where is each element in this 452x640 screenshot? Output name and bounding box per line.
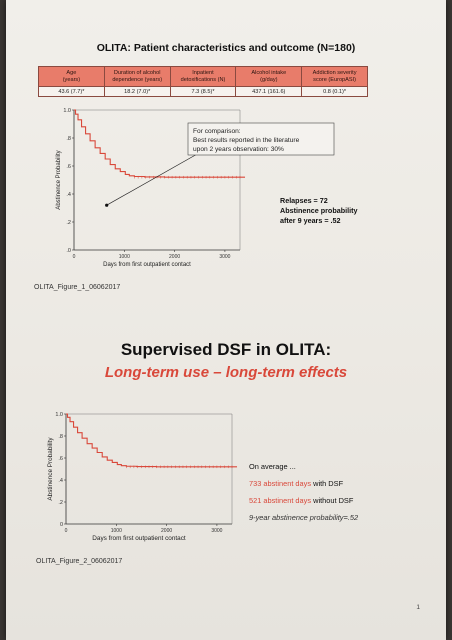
table-cell: 7.3 (8.5)* [169,86,237,97]
page-number: 1 [416,604,420,611]
note-line: On average ... [249,462,296,471]
note-value: 521 abstinent days [249,496,312,505]
x-tick-label: 0 [65,528,68,534]
x-tick-label: 1000 [119,254,130,260]
section-heading: Supervised DSF in OLITA: [120,340,332,359]
table-header-cell: Alcohol intake (g/day) [235,66,303,87]
y-axis-label: Abstinence Probability [56,150,62,209]
y-tick-label: 0 [60,522,63,528]
y-tick-label: .0 [66,248,71,254]
patient-characteristics-table: Age (years) Duration of alcohol dependence… [38,66,368,97]
y-tick-label: .8 [66,136,71,142]
y-tick-label: .2 [58,500,63,506]
y-tick-label: .8 [58,434,63,440]
page-title: OLITA: Patient characteristics and outco… [96,42,356,54]
table-cell: 43.6 (7.7)* [38,86,105,97]
annotation-line: after 9 years = .52 [280,216,341,225]
table-header-cell: Addiction severity score (EuropASI) [301,66,368,87]
figure-2-caption: OLITA_Figure_2_06062017 [36,558,123,565]
x-tick-label: 3000 [211,528,222,534]
survival-curve-line [66,413,238,468]
note-line: 733 abstinent days with DSF [249,475,358,492]
table-header-cell: Inpatient detoxifications (N) [169,66,237,87]
comparison-text: upon 2 years observation: 30% [193,146,284,153]
y-tick-label: .2 [66,220,71,226]
table-header-cell: Age (years) [38,66,105,87]
average-notes: On average ... 733 abstinent days with D… [249,458,358,526]
x-axis-label: Days from first outpatient contact [92,535,186,542]
x-tick-label: 0 [73,254,76,260]
section-subheading: Long-term use – long-term effects [104,364,348,381]
relapse-annotation: Relapses = 72 Abstinence probability aft… [280,196,357,226]
comparison-text: For comparison: [193,128,241,135]
y-tick-label: 1.0 [55,412,63,418]
table-cell: 18.2 (7.0)* [103,86,171,97]
note-value: 733 abstinent days [249,479,312,488]
figure-1-caption: OLITA_Figure_1_06062017 [34,284,121,291]
survival-curve-line [74,109,246,178]
document-page: OLITA: Patient characteristics and outco… [6,0,446,640]
x-tick-label: 2000 [161,528,172,534]
table-header-cell: Duration of alcohol dependence (years) [103,66,171,87]
note-line: 521 abstinent days without DSF [249,492,358,509]
y-axis-label: Abstinence Probability [47,437,54,501]
comparison-box [187,122,335,156]
annotation-arrow [106,152,200,206]
x-tick-label: 3000 [219,254,230,260]
x-tick-label: 1000 [111,528,122,534]
x-tick-label: 2000 [169,254,180,260]
note-text: with DSF [311,479,344,488]
table-cell: 437.1 (161.6) [235,86,303,97]
y-tick-label: .6 [58,456,63,462]
annotation-line: Relapses = 72 [280,196,328,205]
comparison-text: Best results reported in the literature [193,137,300,144]
y-tick-label: .4 [66,192,71,198]
table-cell: 0.8 (0.1)* [301,86,368,97]
x-axis-label: Days from first outpatient contact [103,262,191,268]
annotation-point [105,203,109,207]
y-tick-label: .6 [66,164,71,170]
annotation-line: Abstinence probability [280,206,358,215]
note-text: without DSF [311,496,354,505]
y-tick-label: .4 [58,478,63,484]
y-tick-label: 1.0 [63,108,71,114]
table-row: 43.6 (7.7)* 18.2 (7.0)* 7.3 (8.5)* 437.1… [38,86,368,97]
table-header-row: Age (years) Duration of alcohol dependence… [38,66,368,87]
note-line: 9-year abstinence probability=.52 [249,513,359,522]
